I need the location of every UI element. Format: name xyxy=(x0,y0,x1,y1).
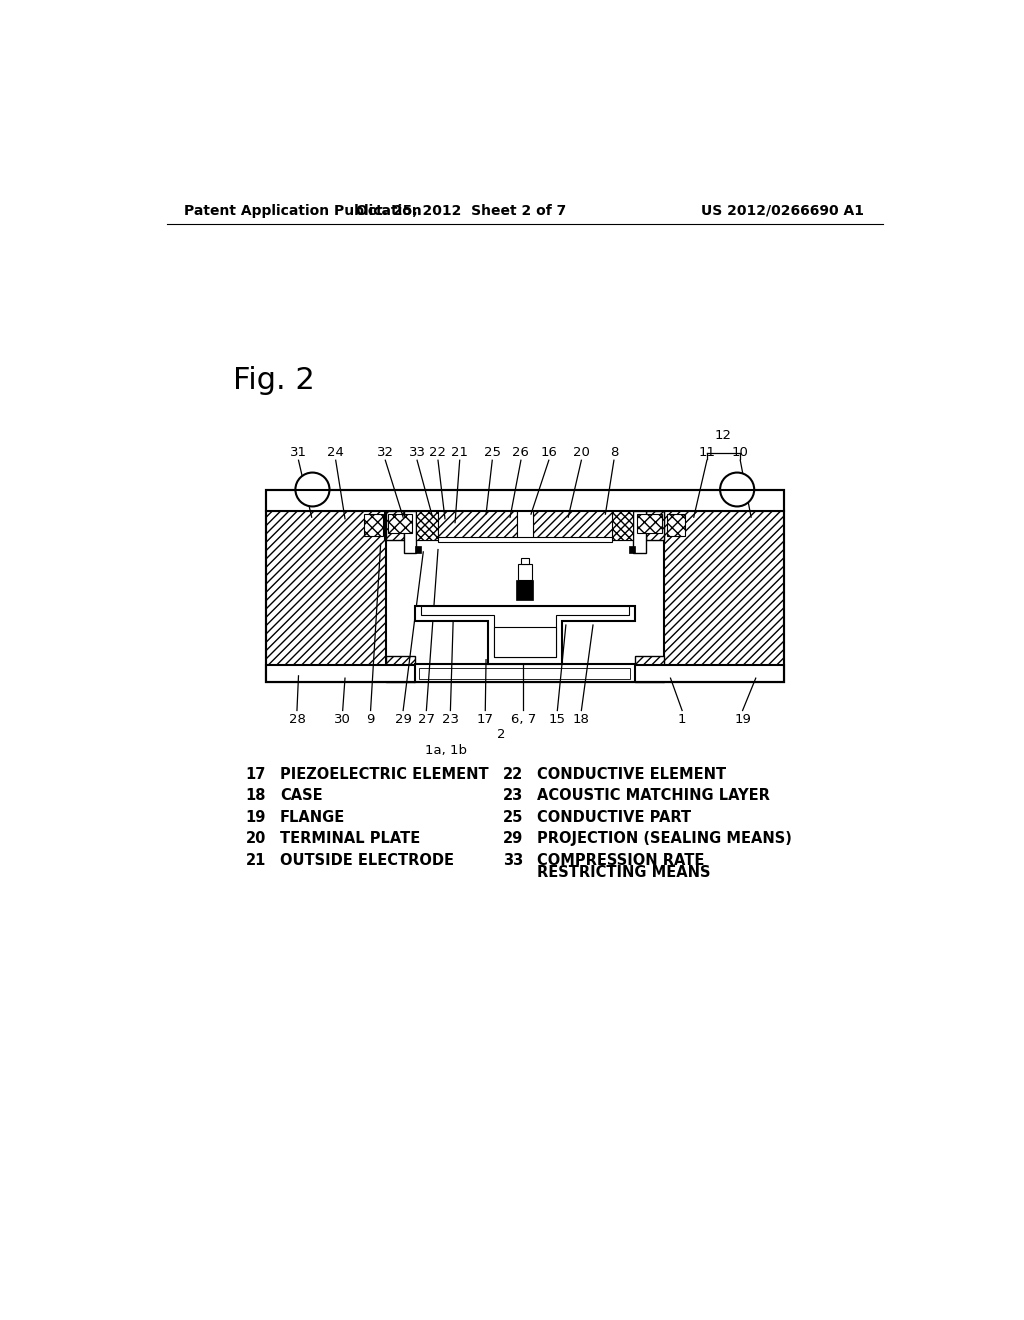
Bar xyxy=(521,558,528,564)
Text: 6, 7: 6, 7 xyxy=(511,713,536,726)
Bar xyxy=(494,627,556,657)
Text: FLANGE: FLANGE xyxy=(280,810,345,825)
Text: 32: 32 xyxy=(377,446,394,459)
Bar xyxy=(388,515,413,533)
Bar xyxy=(385,511,664,540)
Text: 30: 30 xyxy=(334,713,351,726)
Text: 18: 18 xyxy=(573,713,590,726)
Bar xyxy=(266,511,386,682)
Text: 23: 23 xyxy=(503,788,523,804)
Text: RESTRICTING MEANS: RESTRICTING MEANS xyxy=(538,866,711,880)
Bar xyxy=(365,515,383,536)
Text: 21: 21 xyxy=(246,853,266,869)
Polygon shape xyxy=(421,606,629,657)
Text: US 2012/0266690 A1: US 2012/0266690 A1 xyxy=(701,203,864,218)
Text: 26: 26 xyxy=(512,446,529,459)
Text: TERMINAL PLATE: TERMINAL PLATE xyxy=(280,832,420,846)
Bar xyxy=(386,511,403,540)
Bar xyxy=(415,664,635,682)
Text: Oct. 25, 2012  Sheet 2 of 7: Oct. 25, 2012 Sheet 2 of 7 xyxy=(356,203,566,218)
Text: 20: 20 xyxy=(573,446,590,459)
Text: 17: 17 xyxy=(246,767,266,781)
Text: 19: 19 xyxy=(734,713,751,726)
Bar xyxy=(646,511,664,540)
Circle shape xyxy=(720,473,755,507)
Text: 12: 12 xyxy=(715,429,732,442)
Text: 22: 22 xyxy=(429,446,446,459)
Bar xyxy=(532,511,611,540)
Bar xyxy=(518,564,531,579)
Bar xyxy=(266,490,783,511)
Text: 33: 33 xyxy=(503,853,523,869)
Text: Patent Application Publication: Patent Application Publication xyxy=(183,203,422,218)
Bar xyxy=(517,511,532,540)
Text: 15: 15 xyxy=(549,713,566,726)
Bar xyxy=(403,511,417,553)
Text: 21: 21 xyxy=(452,446,468,459)
Bar xyxy=(417,511,438,540)
Text: 31: 31 xyxy=(290,446,307,459)
Text: 1a, 1b: 1a, 1b xyxy=(425,743,467,756)
Text: 24: 24 xyxy=(328,446,344,459)
Text: 9: 9 xyxy=(367,713,375,726)
Bar xyxy=(629,546,635,553)
Text: 23: 23 xyxy=(442,713,459,726)
Text: 25: 25 xyxy=(503,810,523,825)
Text: 2: 2 xyxy=(498,729,506,742)
Text: 28: 28 xyxy=(289,713,305,726)
Text: 22: 22 xyxy=(503,767,523,781)
Text: COMPRESSION RATE: COMPRESSION RATE xyxy=(538,853,705,869)
Text: 33: 33 xyxy=(409,446,426,459)
Text: 1: 1 xyxy=(678,713,686,726)
Text: ACOUSTIC MATCHING LAYER: ACOUSTIC MATCHING LAYER xyxy=(538,788,770,804)
Text: 29: 29 xyxy=(503,832,523,846)
Text: Fig. 2: Fig. 2 xyxy=(232,367,314,395)
Bar xyxy=(420,668,630,678)
Text: CONDUCTIVE ELEMENT: CONDUCTIVE ELEMENT xyxy=(538,767,726,781)
Text: 25: 25 xyxy=(483,446,501,459)
Bar xyxy=(266,665,783,682)
Circle shape xyxy=(295,473,330,507)
Text: PIEZOELECTRIC ELEMENT: PIEZOELECTRIC ELEMENT xyxy=(280,767,488,781)
Text: 16: 16 xyxy=(541,446,557,459)
Bar xyxy=(386,656,415,682)
Text: 19: 19 xyxy=(246,810,266,825)
Bar xyxy=(667,515,685,536)
Text: PROJECTION (SEALING MEANS): PROJECTION (SEALING MEANS) xyxy=(538,832,793,846)
Text: 11: 11 xyxy=(698,446,716,459)
Text: 27: 27 xyxy=(418,713,435,726)
Bar xyxy=(438,511,517,540)
Bar xyxy=(611,511,633,540)
Bar xyxy=(635,656,664,682)
Bar xyxy=(415,546,421,553)
Bar xyxy=(266,490,783,682)
Polygon shape xyxy=(415,606,635,664)
Bar xyxy=(516,579,534,599)
Text: 18: 18 xyxy=(246,788,266,804)
Bar xyxy=(633,511,646,553)
Text: 17: 17 xyxy=(477,713,494,726)
Text: CONDUCTIVE PART: CONDUCTIVE PART xyxy=(538,810,691,825)
Text: 10: 10 xyxy=(732,446,749,459)
Bar xyxy=(664,511,783,682)
Text: OUTSIDE ELECTRODE: OUTSIDE ELECTRODE xyxy=(280,853,454,869)
Bar xyxy=(637,515,662,533)
Text: CASE: CASE xyxy=(280,788,323,804)
Bar xyxy=(438,537,611,541)
Text: 20: 20 xyxy=(246,832,266,846)
Text: 29: 29 xyxy=(394,713,412,726)
Text: 8: 8 xyxy=(609,446,618,459)
